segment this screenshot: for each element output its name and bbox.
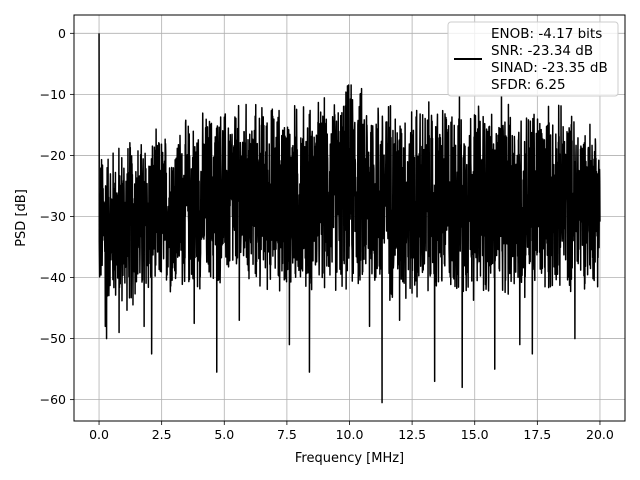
series-layer bbox=[98, 33, 601, 404]
y-tick-label: 0 bbox=[58, 26, 66, 41]
legend: ENOB: -4.17 bits SNR: -23.34 dB SINAD: -… bbox=[447, 21, 619, 97]
x-axis-label: Frequency [MHz] bbox=[295, 451, 404, 466]
y-axis: 0 −10 −20 −30 −40 −50 −60 bbox=[40, 26, 74, 407]
y-tick-label: −60 bbox=[40, 392, 66, 407]
x-tick-label: 10.0 bbox=[336, 427, 364, 442]
x-tick-label: 15.0 bbox=[461, 427, 489, 442]
x-tick-label: 17.5 bbox=[523, 427, 551, 442]
y-tick-label: −40 bbox=[40, 270, 66, 285]
psd-series-line bbox=[98, 33, 601, 404]
x-tick-label: 5.0 bbox=[214, 427, 234, 442]
y-tick-label: −20 bbox=[40, 148, 66, 163]
legend-enob: ENOB: -4.17 bits bbox=[491, 26, 602, 42]
x-tick-label: 2.5 bbox=[152, 427, 172, 442]
x-axis: 0.0 2.5 5.0 7.5 10.0 12.5 15.0 17.5 20.0 bbox=[89, 421, 614, 442]
x-tick-label: 12.5 bbox=[398, 427, 426, 442]
legend-box bbox=[447, 21, 619, 97]
x-tick-label: 7.5 bbox=[277, 427, 297, 442]
x-tick-label: 20.0 bbox=[586, 427, 614, 442]
legend-sinad: SINAD: -23.35 dB bbox=[491, 60, 608, 76]
legend-snr: SNR: -23.34 dB bbox=[491, 43, 593, 59]
y-tick-label: −10 bbox=[40, 87, 66, 102]
legend-sfdr: SFDR: 6.25 bbox=[491, 77, 566, 93]
y-axis-label: PSD [dB] bbox=[14, 189, 29, 247]
x-tick-label: 0.0 bbox=[89, 427, 109, 442]
y-tick-label: −50 bbox=[40, 331, 66, 346]
y-tick-label: −30 bbox=[40, 209, 66, 224]
